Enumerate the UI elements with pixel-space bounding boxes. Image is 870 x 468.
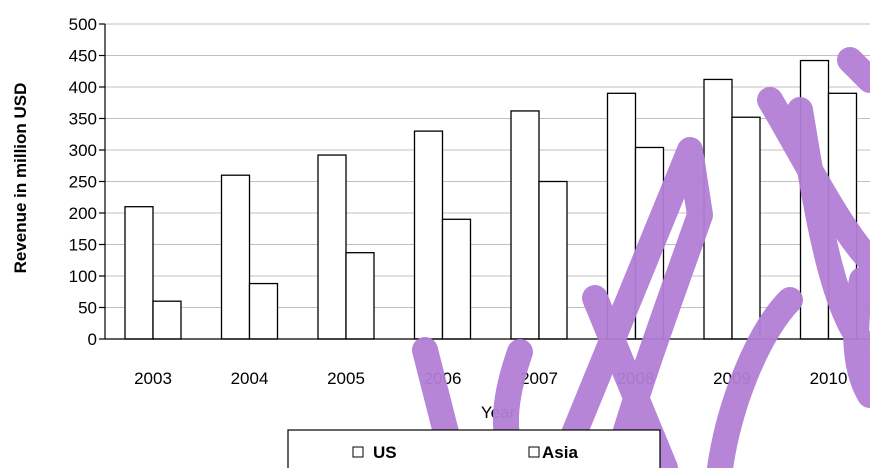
legend-swatch-us (352, 446, 364, 458)
y-tick-label: 400 (69, 78, 97, 97)
x-tick-label: 2007 (520, 369, 558, 388)
legend-box (287, 429, 661, 468)
y-tick-label: 200 (69, 204, 97, 223)
bar-asia-2007 (538, 180, 568, 340)
bar-asia-2009 (731, 116, 761, 340)
legend: US Asia (287, 429, 661, 468)
x-tick-label: 2010 (810, 369, 848, 388)
y-tick-label: 50 (78, 299, 97, 318)
bar-asia-2005 (345, 252, 375, 340)
y-tick-label: 100 (69, 267, 97, 286)
bar-us-2005 (317, 154, 347, 340)
bar-asia-2003 (152, 300, 182, 340)
y-tick-label: 250 (69, 173, 97, 192)
legend-swatch-asia (528, 446, 540, 458)
y-axis-ticks: 0 50 100 150 200 250 300 350 400 450 500 (69, 15, 105, 349)
bar-us-2006 (413, 130, 444, 340)
bar-us-2004 (220, 174, 251, 340)
y-tick-label: 500 (69, 15, 97, 34)
bar-asia-2006 (441, 218, 472, 340)
y-tick-label: 300 (69, 141, 97, 160)
x-tick-label: 2005 (327, 369, 365, 388)
y-axis-title: Revenue in million USD (11, 83, 30, 274)
y-tick-label: 0 (88, 330, 97, 349)
y-tick-label: 450 (69, 47, 97, 66)
x-tick-label: 2004 (231, 369, 269, 388)
bar-us-2007 (510, 110, 540, 340)
y-tick-label: 350 (69, 110, 97, 129)
bars (124, 59, 858, 340)
x-tick-label: 2003 (134, 369, 172, 388)
legend-label-us: US (373, 443, 397, 462)
y-tick-label: 150 (69, 236, 97, 255)
legend-label-asia: Asia (542, 443, 578, 462)
bar-asia-2004 (248, 282, 279, 340)
bar-us-2003 (124, 206, 154, 340)
